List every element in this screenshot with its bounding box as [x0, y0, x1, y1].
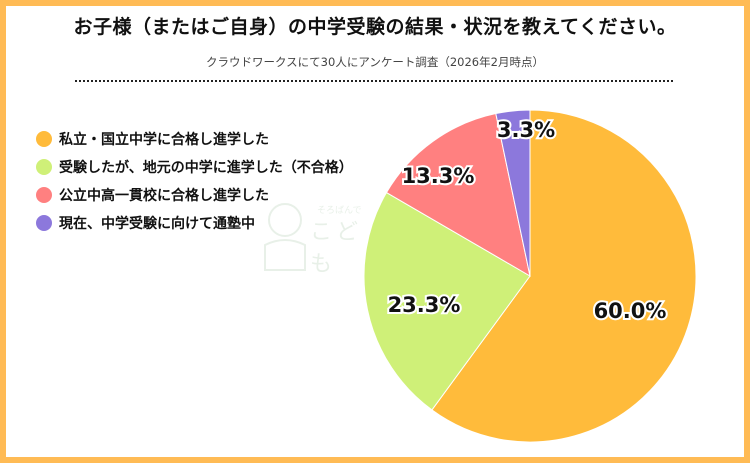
pie-slices — [363, 109, 697, 443]
slice-label-cram: 3.3% — [497, 118, 555, 142]
legend-item-private: 私立・国立中学に合格し進学した — [36, 127, 353, 151]
child-illustration-icon — [264, 203, 306, 271]
pie-slice-cram — [495, 109, 531, 277]
legend-item-cram: 現在、中学受験に向けて通塾中 — [36, 211, 353, 235]
slice-label-private: 60.0% — [594, 299, 667, 323]
legend-label: 公立中高一貫校に合格し進学した — [59, 188, 269, 204]
pie-slice-failed — [363, 191, 531, 411]
legend-item-public-integrated: 公立中高一貫校に合格し進学した — [36, 183, 353, 207]
watermark-tagline: そろばんで — [317, 206, 362, 216]
legend-item-failed: 受験したが、地元の中学に進学した（不合格） — [36, 155, 353, 179]
slice-label-public-integrated: 13.3% — [402, 164, 475, 188]
dotted-divider — [75, 80, 673, 82]
chart-subtitle: クラウドワークスにて30人にアンケート調査（2026年2月時点） — [206, 55, 544, 69]
legend-swatch-icon — [36, 159, 52, 175]
legend-label: 私立・国立中学に合格し進学した — [59, 132, 269, 148]
watermark-logo-text: こども — [310, 220, 363, 277]
legend: 私立・国立中学に合格し進学した 受験したが、地元の中学に進学した（不合格） 公立… — [36, 127, 353, 239]
legend-swatch-icon — [36, 131, 52, 147]
slice-label-failed: 23.3% — [388, 293, 461, 317]
pie-slice-public-integrated — [385, 112, 531, 277]
chart-title: お子様（またはご自身）の中学受験の結果・状況を教えてください。 — [73, 16, 677, 38]
legend-label: 受験したが、地元の中学に進学した（不合格） — [59, 160, 353, 176]
legend-swatch-icon — [36, 215, 52, 231]
pie-slice-private — [431, 109, 697, 443]
legend-swatch-icon — [36, 187, 52, 203]
legend-label: 現在、中学受験に向けて通塾中 — [59, 216, 255, 232]
watermark-logo: そろばんで こども — [255, 200, 375, 280]
